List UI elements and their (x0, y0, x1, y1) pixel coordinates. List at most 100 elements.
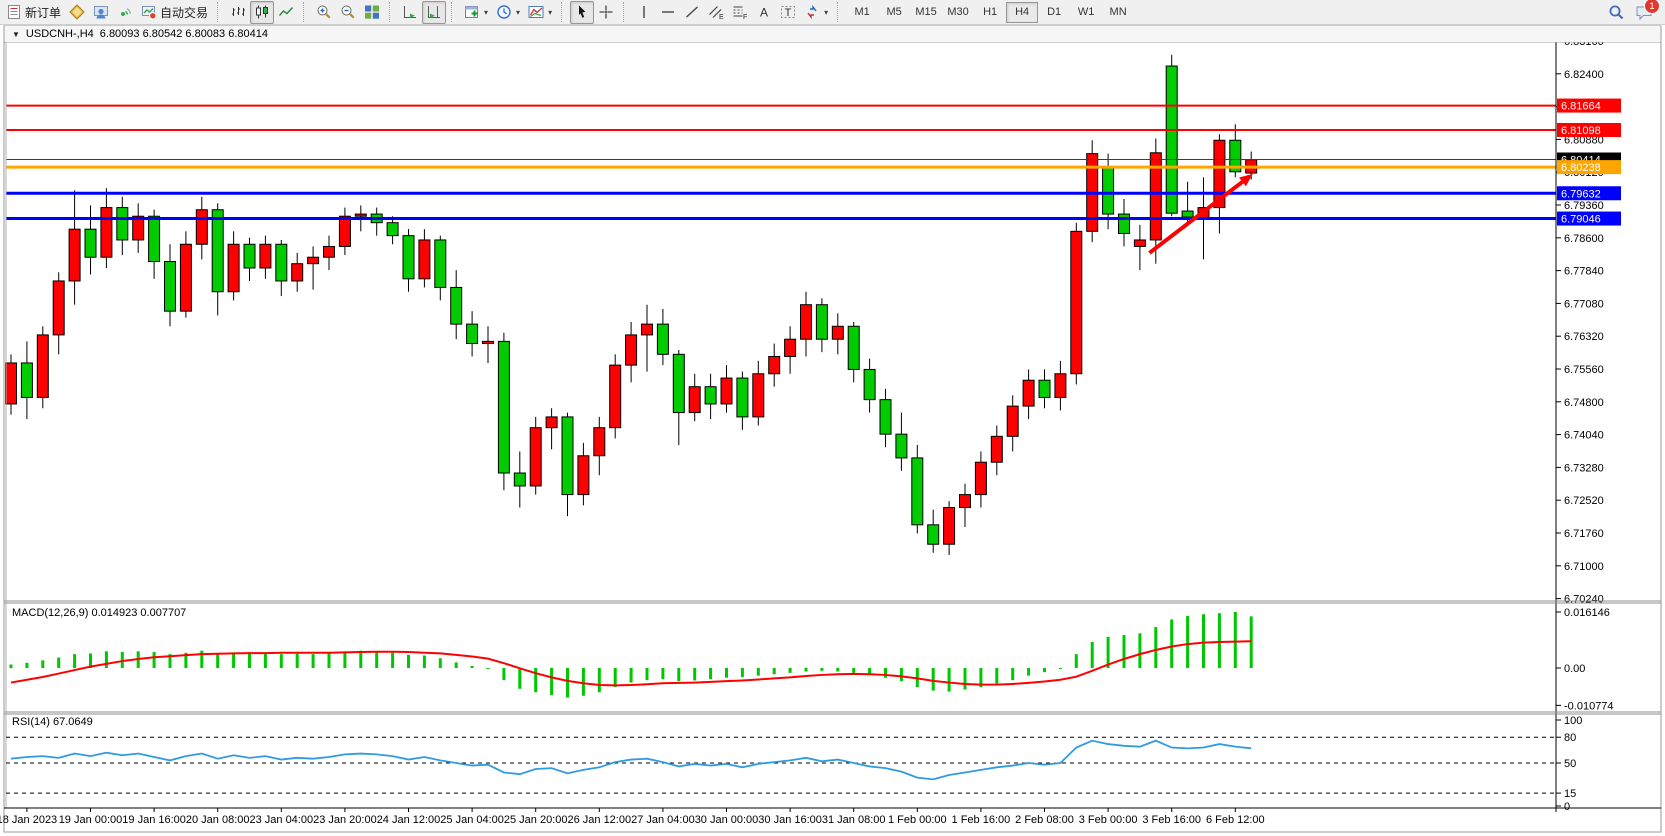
price-badge (1557, 98, 1621, 113)
time-label: 24 Jan 12:00 (377, 814, 441, 826)
candle-up (831, 325, 844, 340)
channel-button[interactable]: E (704, 1, 728, 24)
candle-up (68, 228, 81, 282)
macd-bar (438, 658, 442, 668)
community-button[interactable] (65, 1, 89, 24)
collapse-icon[interactable]: ▼ (12, 29, 20, 39)
macd-bar (1011, 668, 1015, 681)
fibonacci-button[interactable]: F (728, 1, 752, 24)
text-button[interactable]: A (752, 1, 776, 24)
macd-bar (1154, 627, 1158, 668)
chart-title-bar[interactable]: ▼ USDCNH-,H4 6.80093 6.80542 6.80083 6.8… (5, 26, 1660, 42)
zoom-in-button[interactable] (312, 1, 336, 24)
candle-down (1181, 210, 1194, 218)
notifications-button[interactable]: 1 (1635, 0, 1660, 21)
chart-candles-button[interactable] (250, 0, 275, 24)
macd-bar (947, 668, 951, 692)
timeframe-M30[interactable]: M30 (947, 6, 969, 18)
timeframe-H4[interactable]: H4 (1006, 1, 1039, 23)
candle-up (307, 256, 320, 265)
macd-bar (422, 655, 426, 668)
candle-down (1165, 65, 1178, 214)
macd-bar (677, 668, 681, 682)
chart-line-button[interactable] (274, 1, 298, 24)
candle-up (577, 455, 590, 496)
rsi-name: RSI(14) (12, 716, 50, 728)
vertical-line-button[interactable] (632, 1, 656, 24)
signals-button[interactable] (113, 1, 137, 24)
crosshair-button[interactable] (594, 1, 618, 24)
candle-down (815, 304, 828, 340)
macd-bar (311, 654, 315, 668)
candle-down (402, 235, 415, 280)
timeframe-W1[interactable]: W1 (1077, 6, 1095, 18)
candle-up (1133, 239, 1146, 247)
horizontal-line-button[interactable] (656, 1, 680, 24)
auto-scroll-icon (404, 6, 417, 18)
indicators-button[interactable]: ▾ (460, 1, 492, 24)
macd-bar (89, 653, 92, 668)
timeframe-M5[interactable]: M5 (886, 6, 902, 18)
macd-bar (693, 668, 697, 681)
candle-up (195, 209, 208, 245)
zoom-out-button[interactable] (336, 1, 360, 24)
macd-bar (1027, 668, 1031, 676)
svg-text:F: F (743, 14, 747, 20)
candle-down (1102, 166, 1115, 215)
price-badge (1557, 186, 1621, 201)
time-label: 1 Feb 16:00 (952, 814, 1011, 826)
auto-scroll-button[interactable] (398, 1, 422, 24)
text-label-button[interactable]: T (776, 1, 800, 24)
timeframe-D1[interactable]: D1 (1047, 6, 1062, 18)
candle-down (656, 323, 669, 355)
macd-bar (391, 652, 395, 668)
candle-up (990, 435, 1003, 463)
candle-up (179, 243, 192, 312)
chevron-down-icon: ▾ (824, 7, 829, 17)
macd-bar (788, 668, 792, 673)
trendline-button[interactable] (680, 1, 704, 24)
profile-button[interactable] (89, 1, 113, 24)
macd-bar (661, 668, 665, 680)
toolbar-separator (561, 2, 566, 22)
search-button[interactable] (1608, 4, 1625, 21)
price-badge (1557, 211, 1621, 226)
tile-windows-button[interactable] (360, 1, 384, 24)
arrows-button[interactable]: ▾ (800, 1, 832, 24)
chart-shift-button[interactable] (422, 0, 447, 24)
macd-bar (581, 668, 585, 696)
macd-bar (1233, 612, 1237, 668)
price-tick-label: 6.70240 (1564, 594, 1604, 606)
macd-bar (1058, 668, 1062, 669)
periods-button[interactable]: ▾ (492, 1, 524, 24)
price-badge-label: 6.79632 (1561, 188, 1601, 200)
macd-bar (104, 651, 108, 668)
macd-bar (884, 668, 887, 678)
time-label: 31 Jan 08:00 (822, 814, 886, 826)
candle-down (20, 362, 33, 398)
macd-bar (57, 657, 61, 668)
timeframe-M15[interactable]: M15 (915, 6, 937, 18)
macd-bar (756, 668, 760, 676)
rsi-tick-label: 15 (1564, 788, 1576, 800)
timeframe-H1[interactable]: H1 (983, 6, 998, 18)
candle-down (1229, 139, 1242, 173)
templates-button[interactable]: ▾ (524, 1, 556, 24)
chart-bars-button[interactable] (226, 1, 250, 24)
candle-down (927, 524, 940, 545)
macd-bar (1170, 619, 1174, 668)
trend-arrow-head (1239, 173, 1253, 187)
macd-bar (248, 653, 251, 668)
auto-trading-button[interactable]: 自动交易 (137, 1, 212, 24)
timeframe-M1[interactable]: M1 (854, 6, 870, 18)
new-order-button[interactable]: 新订单 (2, 1, 65, 24)
auto-trading-icon (142, 6, 157, 20)
macd-bar (1186, 615, 1190, 668)
macd-bar (740, 668, 744, 678)
user-icon (94, 6, 109, 19)
cursor-button[interactable] (570, 0, 595, 24)
trend-arrow[interactable] (1148, 180, 1244, 255)
macd-bar (152, 652, 156, 668)
timeframe-MN[interactable]: MN (1109, 6, 1127, 18)
